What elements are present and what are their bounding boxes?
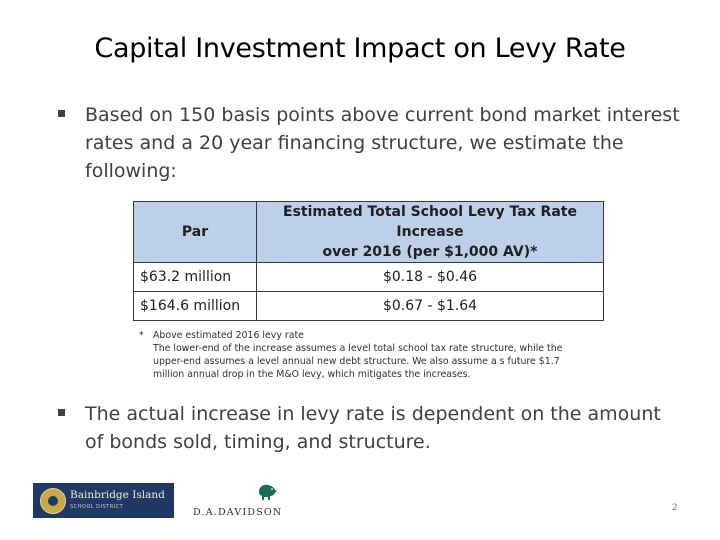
square-bullet-icon [58, 409, 65, 416]
increase-cell: $0.67 - $1.64 [256, 291, 604, 321]
table-header-row: Par Estimated Total School Levy Tax Rate… [133, 201, 604, 263]
header-par: Par [133, 201, 257, 263]
header-increase-line2: over 2016 (per $1,000 AV)* [322, 244, 538, 260]
table-row: $164.6 million $0.67 - $1.64 [133, 291, 604, 321]
bainbridge-logo-name: Bainbridge Island [70, 489, 165, 501]
davidson-logo-name: D.A.DAVIDSON [193, 507, 283, 518]
header-increase-line1: Estimated Total School Levy Tax Rate Inc… [283, 204, 577, 240]
bullet-text: Based on 150 basis points above current … [85, 104, 680, 182]
bullet-text: The actual increase in levy rate is depe… [85, 403, 661, 453]
district-seal-icon [40, 488, 66, 514]
bison-icon [259, 484, 277, 500]
increase-cell: $0.18 - $0.46 [256, 262, 604, 292]
square-bullet-icon [58, 110, 65, 117]
bullet-item: Based on 150 basis points above current … [58, 101, 680, 191]
bullet-item: The actual increase in levy rate is depe… [58, 400, 678, 460]
par-cell: $164.6 million [133, 291, 257, 321]
bainbridge-island-logo: Bainbridge Island SCHOOL DISTRICT [33, 483, 174, 518]
levy-rate-table: Par Estimated Total School Levy Tax Rate… [133, 201, 604, 321]
par-cell: $63.2 million [133, 262, 257, 292]
bainbridge-logo-subtitle: SCHOOL DISTRICT [70, 504, 124, 510]
footnote-line1: Above estimated 2016 levy rate [153, 330, 304, 341]
footnote-body: The lower-end of the increase assumes a … [153, 343, 563, 380]
header-increase: Estimated Total School Levy Tax Rate Inc… [256, 201, 604, 263]
footnote-marker: * [139, 330, 144, 341]
table-row: $63.2 million $0.18 - $0.46 [133, 262, 604, 292]
page-number: 2 [672, 503, 678, 513]
da-davidson-logo: D.A.DAVIDSON [193, 482, 283, 520]
slide-title: Capital Investment Impact on Levy Rate [94, 33, 626, 64]
